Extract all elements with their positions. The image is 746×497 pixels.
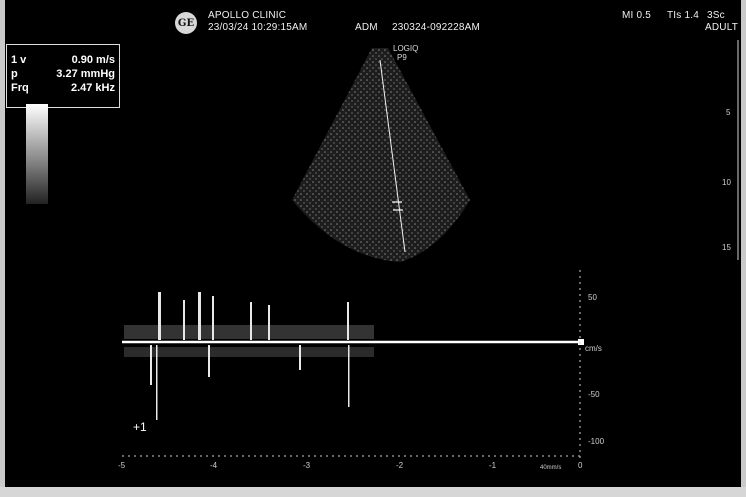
pressure-value: 3.27 mmHg [56, 68, 115, 80]
clinic-name: APOLLO CLINIC [208, 10, 287, 21]
time-label-neg2: -2 [396, 461, 404, 470]
screen-frame-right [741, 0, 746, 497]
doppler-cursor-line [379, 59, 406, 253]
velocity-label: 1 v [11, 54, 27, 66]
exam-id: 230324-092228AM [392, 22, 481, 33]
velocity-label-neg50: -50 [588, 390, 600, 399]
measurement-row-velocity: 1 v 0.90 m/s [7, 53, 119, 67]
velocity-label-neg100: -100 [588, 437, 605, 446]
measurement-row-frequency: Frq 2.47 kHz [7, 81, 119, 95]
ge-logo-icon: GE [175, 12, 197, 34]
velocity-value: 0.90 m/s [71, 54, 115, 66]
caliper-marker: +1 [133, 420, 147, 434]
depth-tick-5: 5 [726, 108, 731, 117]
grayscale-map-bar [26, 104, 48, 204]
velocity-label-50: 50 [588, 293, 597, 302]
operator-id: ADM [355, 22, 378, 33]
probe-name: 3Sc [707, 10, 725, 21]
screen-frame-left [0, 0, 5, 497]
probe-label-line2: P9 [397, 53, 407, 62]
time-label-neg5: -5 [118, 461, 126, 470]
probe-label-line1: LOGIQ [393, 44, 419, 53]
time-label-neg1: -1 [489, 461, 497, 470]
time-label-0: 0 [578, 461, 583, 470]
screen-frame-bottom [0, 487, 746, 497]
doppler-spectrum [124, 292, 374, 420]
baseline-marker [578, 339, 584, 345]
depth-tick-15: 15 [722, 243, 731, 252]
pressure-label: p [11, 68, 18, 80]
preset-name: ADULT [705, 22, 739, 33]
depth-tick-10: 10 [722, 178, 731, 187]
measurement-panel: 1 v 0.90 m/s p 3.27 mmHg Frq 2.47 kHz [6, 44, 120, 108]
b-mode-sector [292, 48, 470, 262]
sweep-speed-label: 40mm/s [540, 465, 562, 471]
thermal-index: TIs 1.4 [667, 10, 699, 21]
exam-datetime: 23/03/24 10:29:15AM [208, 22, 308, 33]
frequency-value: 2.47 kHz [70, 82, 115, 94]
mechanical-index: MI 0.5 [622, 10, 651, 21]
frequency-label: Frq [11, 82, 29, 94]
measurement-row-pressure: p 3.27 mmHg [7, 67, 119, 81]
velocity-unit-label: cm/s [585, 344, 602, 353]
time-label-neg3: -3 [303, 461, 311, 470]
time-label-neg4: -4 [210, 461, 218, 470]
